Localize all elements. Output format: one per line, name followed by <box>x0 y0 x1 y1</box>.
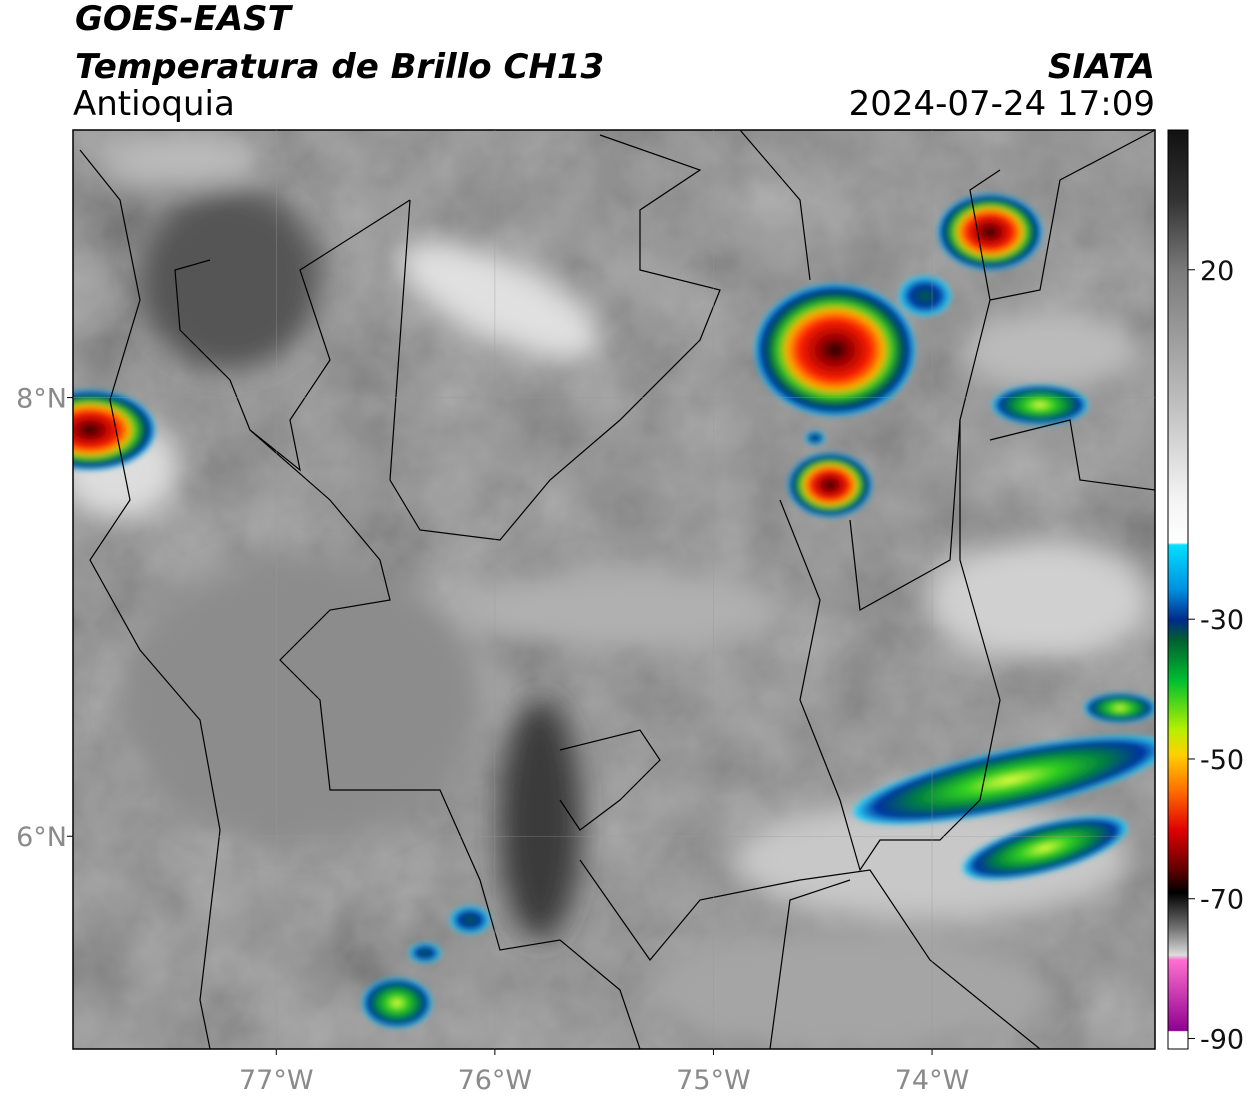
storm-cells <box>73 194 1155 1028</box>
datetime: 2024-07-24 17:09 <box>849 84 1155 124</box>
x-tick-label: 74°W <box>895 1065 970 1096</box>
colorbar-tick-label: -50 <box>1200 745 1244 776</box>
colorbar-tick-label: -70 <box>1200 885 1244 916</box>
map-image <box>73 130 1155 1049</box>
x-tick-label: 76°W <box>458 1065 533 1096</box>
source: SIATA <box>1048 47 1155 87</box>
x-tick-label: 75°W <box>676 1065 751 1096</box>
colorbar-tick-label: -30 <box>1200 605 1244 636</box>
subtitle: Temperatura de Brillo CH13 <box>75 47 604 87</box>
region: Antioquia <box>73 84 235 124</box>
y-tick-label: 6°N <box>16 822 67 853</box>
borders <box>79 130 1155 1049</box>
x-tick-label: 77°W <box>239 1065 314 1096</box>
y-tick-label: 8°N <box>16 384 67 415</box>
clouds <box>73 135 1150 1049</box>
map-frame <box>72 129 1156 1050</box>
title: GOES-EAST <box>75 0 294 39</box>
colorbar <box>1167 129 1189 1050</box>
colorbar-tick-label: 20 <box>1200 256 1234 287</box>
colorbar-tick-label: -90 <box>1200 1025 1244 1056</box>
